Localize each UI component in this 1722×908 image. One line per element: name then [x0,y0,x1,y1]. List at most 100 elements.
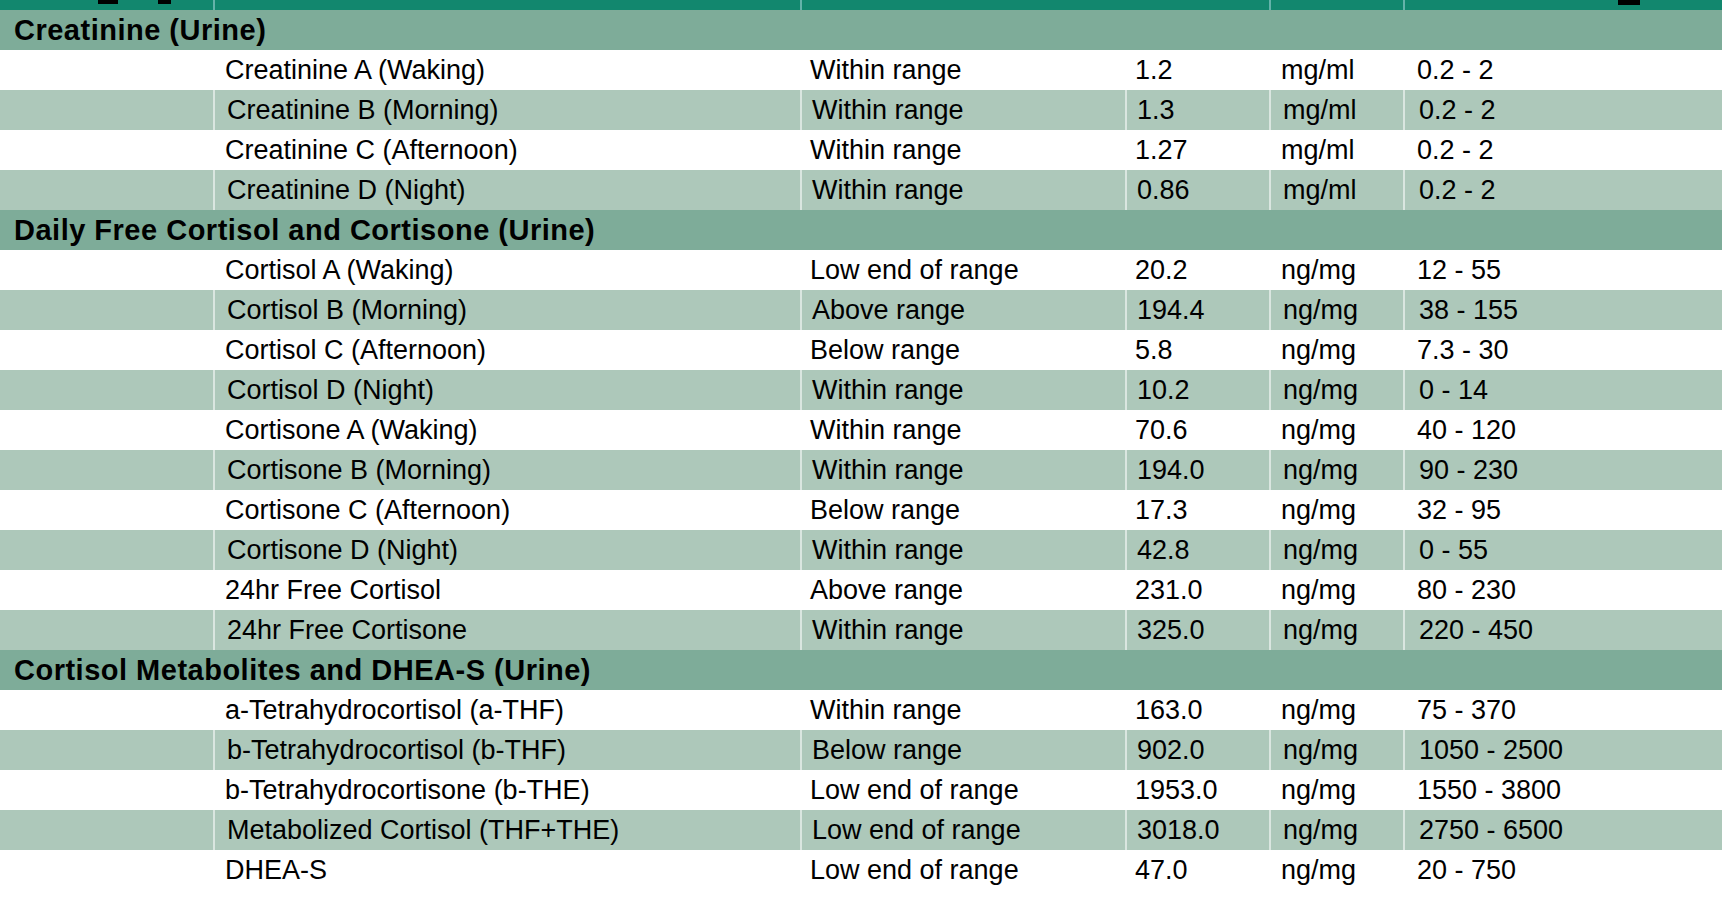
category-spacer-cell [0,810,213,850]
status-label: Within range [800,610,1125,650]
reference-range: 2750 - 6500 [1403,810,1722,850]
result-units: ng/mg [1269,690,1403,730]
status-label: Low end of range [800,850,1125,890]
column-divider [213,0,215,10]
test-name: Creatinine D (Night) [213,170,800,210]
category-spacer-cell [0,170,213,210]
column-divider [1269,0,1271,10]
category-spacer-cell [0,530,213,570]
result-value: 325.0 [1125,610,1269,650]
test-name: Cortisol A (Waking) [213,250,800,290]
category-spacer-cell [0,250,213,290]
result-row: DHEA-S Low end of range 47.0 ng/mg 20 - … [0,850,1722,890]
result-units: ng/mg [1269,810,1403,850]
reference-range: 220 - 450 [1403,610,1722,650]
reference-range: 75 - 370 [1403,690,1722,730]
category-spacer-cell [0,610,213,650]
report-section: Creatinine (Urine) Creatinine A (Waking)… [0,10,1722,210]
result-value: 10.2 [1125,370,1269,410]
report-section: Cortisol Metabolites and DHEA-S (Urine) … [0,650,1722,890]
result-row: Cortisol A (Waking) Low end of range 20.… [0,250,1722,290]
status-label: Low end of range [800,250,1125,290]
section-rows: a-Tetrahydrocortisol (a-THF) Within rang… [0,690,1722,890]
result-value: 231.0 [1125,570,1269,610]
result-row: Metabolized Cortisol (THF+THE) Low end o… [0,810,1722,850]
result-units: mg/ml [1269,130,1403,170]
test-name: Creatinine A (Waking) [213,50,800,90]
category-spacer-cell [0,50,213,90]
test-name: 24hr Free Cortisone [213,610,800,650]
result-row: Creatinine D (Night) Within range 0.86 m… [0,170,1722,210]
category-spacer-cell [0,130,213,170]
status-label: Within range [800,170,1125,210]
test-name: Creatinine C (Afternoon) [213,130,800,170]
result-value: 20.2 [1125,250,1269,290]
result-row: Cortisol B (Morning) Above range 194.4 n… [0,290,1722,330]
category-spacer-cell [0,370,213,410]
test-name: 24hr Free Cortisol [213,570,800,610]
test-name: Cortisone B (Morning) [213,450,800,490]
status-label: Within range [800,50,1125,90]
category-spacer-cell [0,690,213,730]
clipped-header-text-fragment [158,0,171,4]
test-name: Cortisol B (Morning) [213,290,800,330]
result-value: 163.0 [1125,690,1269,730]
result-units: ng/mg [1269,490,1403,530]
result-row: Creatinine A (Waking) Within range 1.2 m… [0,50,1722,90]
result-units: ng/mg [1269,530,1403,570]
clipped-header-text-fragment [98,0,118,4]
status-label: Within range [800,450,1125,490]
category-spacer-cell [0,410,213,450]
result-row: Cortisol D (Night) Within range 10.2 ng/… [0,370,1722,410]
result-value: 1.2 [1125,50,1269,90]
result-value: 70.6 [1125,410,1269,450]
reference-range: 20 - 750 [1403,850,1722,890]
reference-range: 0.2 - 2 [1403,170,1722,210]
result-value: 5.8 [1125,330,1269,370]
clipped-table-header-bar [0,0,1722,10]
section-title: Cortisol Metabolites and DHEA-S (Urine) [14,654,591,686]
result-units: ng/mg [1269,410,1403,450]
status-label: Above range [800,290,1125,330]
test-name: Cortisol D (Night) [213,370,800,410]
status-label: Within range [800,690,1125,730]
result-units: ng/mg [1269,450,1403,490]
reference-range: 0 - 14 [1403,370,1722,410]
result-units: ng/mg [1269,290,1403,330]
result-units: ng/mg [1269,570,1403,610]
status-label: Within range [800,130,1125,170]
reference-range: 12 - 55 [1403,250,1722,290]
status-label: Within range [800,370,1125,410]
status-label: Low end of range [800,770,1125,810]
result-units: ng/mg [1269,770,1403,810]
category-spacer-cell [0,570,213,610]
status-label: Within range [800,530,1125,570]
result-value: 1953.0 [1125,770,1269,810]
result-units: mg/ml [1269,90,1403,130]
section-rows: Cortisol A (Waking) Low end of range 20.… [0,250,1722,650]
result-value: 0.86 [1125,170,1269,210]
result-value: 47.0 [1125,850,1269,890]
section-header: Creatinine (Urine) [0,10,1722,50]
category-spacer-cell [0,770,213,810]
section-title: Creatinine (Urine) [14,14,266,46]
category-spacer-cell [0,330,213,370]
reference-range: 90 - 230 [1403,450,1722,490]
reference-range: 0.2 - 2 [1403,90,1722,130]
status-label: Above range [800,570,1125,610]
category-spacer-cell [0,730,213,770]
reference-range: 0 - 55 [1403,530,1722,570]
test-name: b-Tetrahydrocortisol (b-THF) [213,730,800,770]
reference-range: 32 - 95 [1403,490,1722,530]
reference-range: 38 - 155 [1403,290,1722,330]
result-row: a-Tetrahydrocortisol (a-THF) Within rang… [0,690,1722,730]
category-spacer-cell [0,490,213,530]
test-name: a-Tetrahydrocortisol (a-THF) [213,690,800,730]
reference-range: 7.3 - 30 [1403,330,1722,370]
result-value: 3018.0 [1125,810,1269,850]
result-units: ng/mg [1269,850,1403,890]
result-row: 24hr Free Cortisol Above range 231.0 ng/… [0,570,1722,610]
category-spacer-cell [0,450,213,490]
column-divider [1403,0,1405,10]
status-label: Low end of range [800,810,1125,850]
